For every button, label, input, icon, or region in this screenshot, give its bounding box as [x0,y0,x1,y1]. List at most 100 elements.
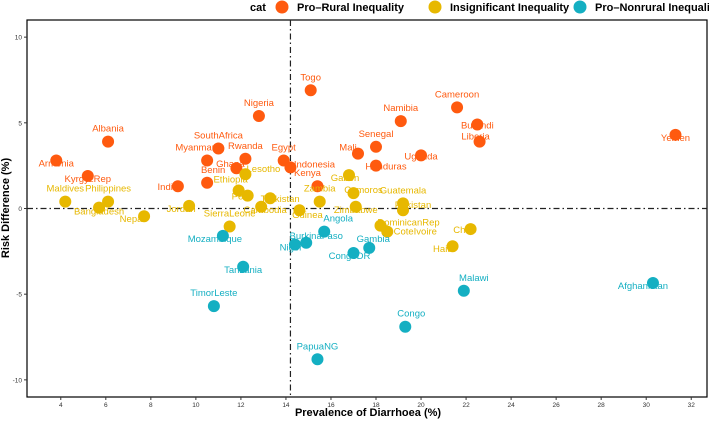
data-label: Honduras [365,162,406,173]
data-point [288,238,301,251]
series-insignificant-inequality: Maldives Bangladesh Philippines Nepal Jordan… [47,164,477,255]
data-point [363,241,376,254]
data-label: Tajikistan [261,194,300,205]
x-tick-label: 28 [598,402,606,409]
data-point [102,135,115,148]
data-label: Gambia [357,234,391,245]
legend-label: Pro–Nonrural Inequality [595,2,709,14]
y-tick-label: 5 [18,120,22,127]
data-point [50,154,63,167]
data-label: Bangladesh [74,207,124,218]
series-pro-rural-inequality: Armenia Albania KyrgyzRep India Benin SouthAf… [39,72,691,193]
y-tick-label: -5 [16,292,22,299]
x-tick-label: 6 [104,402,108,409]
data-label: Gabon [331,173,360,184]
data-point [370,140,383,153]
data-point [446,240,459,253]
data-point [381,225,394,238]
data-label: Afghanistan [618,281,668,292]
data-label: India [158,182,179,193]
data-label: Nepal [120,214,145,225]
legend-label: Pro–Rural Inequality [297,2,405,14]
data-point [464,223,477,236]
data-label: Benin [201,165,225,176]
data-label: Liberia [461,132,490,143]
data-point [201,154,214,167]
data-point [183,199,196,212]
data-label: KyrgyzRep [65,174,111,185]
data-point [399,320,412,333]
data-label: Ghana [216,159,245,170]
y-tick-label: 10 [15,35,23,42]
data-point [370,159,383,172]
data-point [394,115,407,128]
data-point [300,236,313,249]
data-point [252,109,265,122]
data-point [293,204,306,217]
legend-marker [573,0,587,14]
data-point [216,229,229,242]
data-label: Lesotho [247,164,281,175]
data-points: Armenia Albania KyrgyzRep India Benin SouthAf… [39,72,691,366]
data-label: Haiti [433,244,452,255]
x-tick-label: 8 [149,402,153,409]
data-point [232,184,245,197]
data-point [397,204,410,217]
data-label: Pakistan [395,200,431,211]
data-label: TimorLeste [190,288,237,299]
x-tick-label: 22 [462,402,470,409]
series-pro-nonrural-inequality: Mozambique Tanzania TimorLeste NigerBurkina… [188,214,668,366]
data-label: Cambodia [244,205,288,216]
x-tick-label: 26 [553,402,561,409]
data-label: Maldives [47,184,85,195]
data-label: Congo [397,309,425,320]
data-point [138,210,151,223]
x-tick-label: 32 [688,402,696,409]
legend-label: Insignificant Inequality [450,2,570,14]
y-tick-label: 0 [18,206,22,213]
legend-title: cat [250,2,266,14]
data-label: DominicanRep [377,218,439,229]
data-label: Tanzania [224,265,263,276]
data-label: Ethiopia [213,175,248,186]
data-label: PapuaNG [297,341,339,352]
data-point [284,161,297,174]
x-tick-label: 12 [237,402,245,409]
data-point [81,169,94,182]
data-label: Guinea [292,210,323,221]
data-label: Mozambique [188,234,242,245]
x-tick-label: 14 [282,402,290,409]
data-point [102,195,115,208]
y-axis-title: Risk Difference (%) [0,158,12,259]
data-point [223,220,236,233]
data-point [212,142,225,155]
data-point [93,201,106,214]
data-label: Zambia [304,184,336,195]
data-label: Albania [92,124,124,135]
data-point [171,180,184,193]
data-label: Nigeria [244,98,275,109]
data-point [415,149,428,162]
data-point [349,200,362,213]
data-label: Niger [280,242,303,253]
data-label: Cameroon [435,89,479,100]
data-point [313,195,326,208]
axes: 4 6 8 10 12 14 16 18 20 22 24 26 28 30 32 -10 -5 0 5 10 [13,19,708,409]
data-point [239,152,252,165]
data-point [311,353,324,366]
x-tick-label: 24 [507,402,515,409]
data-point [207,300,220,313]
data-point [241,189,254,202]
data-point [201,176,214,189]
data-label: Comoros [344,185,383,196]
x-tick-label: 18 [372,402,380,409]
data-label: SierraLeone [204,208,256,219]
data-label: CongoDR [329,251,371,262]
data-label: SouthAfrica [194,131,244,142]
x-axis-title: Prevalence of Diarrhoea (%) [295,407,441,419]
data-label: Uganda [404,151,438,162]
data-label: Peru [232,192,252,203]
data-label: CoteIvoire [394,227,437,238]
data-point [304,84,317,97]
